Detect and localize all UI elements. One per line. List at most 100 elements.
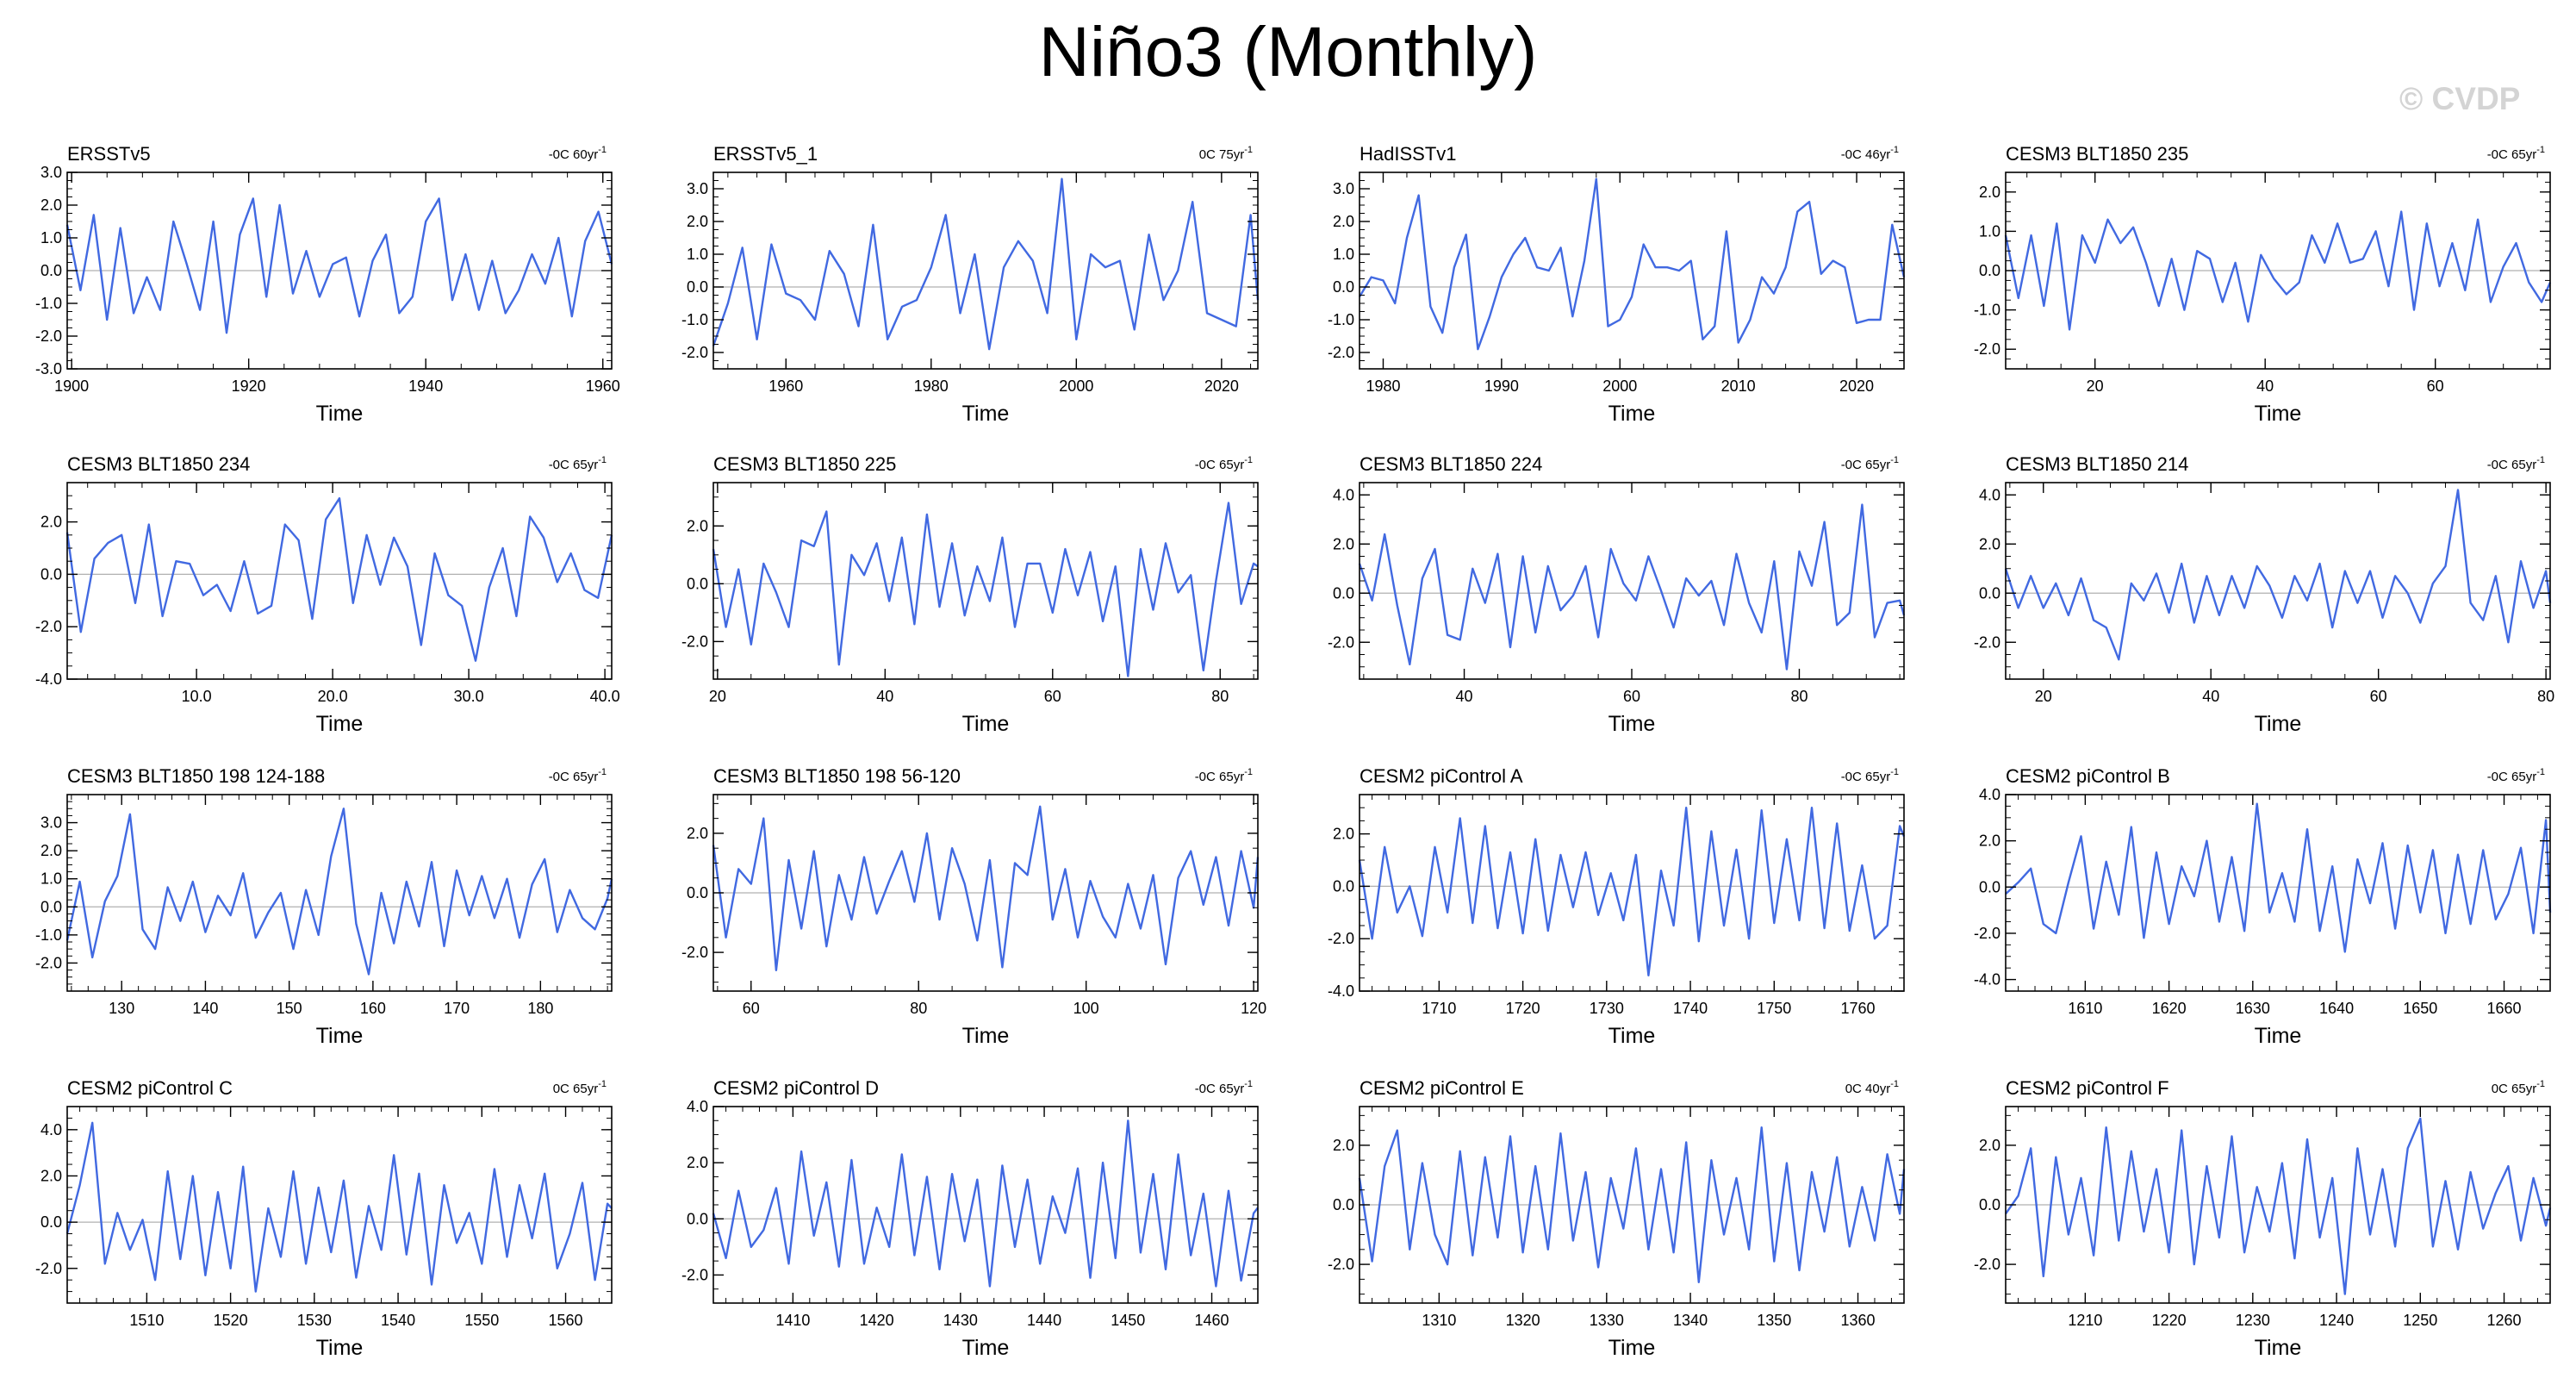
- y-tick-label: -4.0: [1974, 971, 2000, 989]
- trend-annotation: 0C 65yr-1: [553, 1079, 607, 1096]
- y-tick-label: 0.0: [40, 262, 62, 279]
- x-tick-label: 40: [2202, 688, 2219, 705]
- x-tick-label: 1940: [408, 377, 443, 395]
- y-tick-label: 0.0: [1333, 584, 1354, 602]
- panel-title: CESM3 BLT1850 224: [1360, 453, 1542, 475]
- y-tick-label: 4.0: [1979, 786, 2000, 803]
- trend-exponent: -1: [1244, 1079, 1253, 1089]
- y-tick-label: 3.0: [40, 814, 62, 832]
- y-tick-label: -2.0: [35, 954, 62, 971]
- y-tick-label: -1.0: [681, 311, 708, 328]
- chart-panel-1: ERSSTv5 -0C 60yr-1 1900 1920 1940 1960 -3.0 -2.…: [35, 143, 620, 426]
- x-tick-label: 1310: [1422, 1312, 1456, 1329]
- y-tick-label: 2.0: [1333, 535, 1354, 552]
- y-tick-label: -2.0: [1328, 633, 1354, 651]
- chart-panel-6: CESM3 BLT1850 225 -0C 65yr-1 20 40 60 80 -2.0 0…: [681, 453, 1259, 736]
- y-tick-label: -1.0: [35, 295, 62, 312]
- x-tick-label: 40: [2256, 377, 2274, 395]
- plot-frame: [66, 1106, 613, 1304]
- x-tick-label: 1980: [1366, 377, 1400, 395]
- y-tick-label: 0.0: [1979, 584, 2000, 602]
- x-tick-label: 1750: [1757, 1000, 1791, 1017]
- panel-title: CESM3 BLT1850 198 124-188: [67, 765, 325, 787]
- series-line: [712, 502, 1259, 677]
- y-tick-label: -2.0: [1328, 930, 1354, 947]
- plot-frame: [2005, 794, 2551, 992]
- y-tick-label: 2.0: [1979, 833, 2000, 850]
- x-tick-label: 1440: [1027, 1312, 1061, 1329]
- y-tick-label: 2.0: [687, 825, 708, 842]
- y-tick-label: -2.0: [1974, 633, 2000, 651]
- y-tick-label: -4.0: [1328, 982, 1354, 1000]
- y-tick-label: -2.0: [35, 327, 62, 345]
- y-tick-label: -3.0: [35, 360, 62, 377]
- x-tick-label: 2010: [1721, 377, 1756, 395]
- x-tick-label: 1410: [775, 1312, 810, 1329]
- x-tick-label: 60: [2370, 688, 2387, 705]
- chart-panel-10: CESM3 BLT1850 198 56-120 -0C 65yr-1 60 80 10…: [681, 765, 1266, 1048]
- y-tick-label: 2.0: [1333, 826, 1354, 843]
- trend-exponent: -1: [1890, 1079, 1899, 1089]
- y-tick-label: 2.0: [1979, 184, 2000, 201]
- y-tick-label: 0.0: [687, 278, 708, 296]
- x-axis-label: Time: [962, 1024, 1010, 1048]
- x-tick-label: 1980: [914, 377, 949, 395]
- chart-panel-13: CESM2 piControl C 0C 65yr-1 1510 1520 1530 15…: [35, 1077, 613, 1360]
- x-tick-label: 60: [1044, 688, 1061, 705]
- y-tick-label: 0.0: [1333, 278, 1354, 296]
- x-axis-label: Time: [316, 712, 364, 736]
- x-tick-label: 1710: [1422, 1000, 1456, 1017]
- x-tick-label: 1220: [2152, 1312, 2187, 1329]
- y-tick-label: 2.0: [687, 1154, 708, 1171]
- panel-title: ERSSTv5_1: [713, 143, 818, 165]
- x-tick-label: 130: [109, 1000, 134, 1017]
- x-tick-label: 1250: [2403, 1312, 2437, 1329]
- x-tick-label: 1210: [2068, 1312, 2102, 1329]
- y-tick-label: 0.0: [1979, 262, 2000, 279]
- panel-title: CESM3 BLT1850 225: [713, 453, 896, 475]
- x-tick-label: 1450: [1111, 1312, 1145, 1329]
- x-tick-label: 1920: [232, 377, 266, 395]
- x-tick-label: 60: [2427, 377, 2444, 395]
- panel-title: CESM2 piControl A: [1360, 765, 1523, 787]
- chart-panel-12: CESM2 piControl B -0C 65yr-1 1610 1620 1630 1…: [1974, 765, 2552, 1048]
- chart-panel-15: CESM2 piControl E 0C 40yr-1 1310 1320 1330 13…: [1328, 1077, 1906, 1360]
- plot-frame: [1359, 794, 1905, 992]
- x-tick-label: 1330: [1590, 1312, 1624, 1329]
- x-axis-label: Time: [2255, 1336, 2302, 1360]
- x-axis-label: Time: [2255, 402, 2302, 426]
- trend-annotation: -0C 46yr-1: [1841, 145, 1899, 162]
- x-axis-label: Time: [1608, 1336, 1656, 1360]
- trend-annotation: -0C 65yr-1: [2487, 145, 2545, 162]
- x-tick-label: 30.0: [454, 688, 484, 705]
- y-tick-label: 0.0: [687, 575, 708, 592]
- x-tick-label: 1760: [1840, 1000, 1875, 1017]
- x-tick-label: 1960: [768, 377, 803, 395]
- y-tick-label: 0.0: [40, 1213, 62, 1231]
- x-tick-label: 20: [2087, 377, 2104, 395]
- x-tick-label: 20: [709, 688, 726, 705]
- x-tick-label: 1740: [1673, 1000, 1708, 1017]
- y-tick-label: 1.0: [687, 246, 708, 263]
- x-tick-label: 160: [360, 1000, 386, 1017]
- trend-exponent: -1: [1244, 455, 1253, 465]
- x-tick-label: 1720: [1506, 1000, 1540, 1017]
- y-tick-label: -1.0: [35, 926, 62, 944]
- x-tick-label: 2000: [1602, 377, 1637, 395]
- trend-annotation: 0C 75yr-1: [1199, 145, 1253, 162]
- panel-title: CESM2 piControl C: [67, 1077, 233, 1099]
- x-axis-label: Time: [962, 712, 1010, 736]
- series-line: [2004, 210, 2552, 331]
- y-tick-label: -1.0: [1328, 311, 1354, 328]
- trend-annotation: -0C 65yr-1: [1841, 455, 1899, 472]
- trend-exponent: -1: [2536, 1079, 2545, 1089]
- x-tick-label: 1630: [2236, 1000, 2270, 1017]
- chart-panel-5: CESM3 BLT1850 234 -0C 65yr-1 10.0 20.0 30.0 4…: [35, 453, 620, 736]
- trend-annotation: -0C 60yr-1: [549, 145, 607, 162]
- panel-title: CESM3 BLT1850 198 56-120: [713, 765, 961, 787]
- plot-frame: [66, 482, 613, 680]
- trend-annotation: -0C 65yr-1: [2487, 767, 2545, 784]
- y-tick-label: 0.0: [1979, 878, 2000, 895]
- trend-exponent: -1: [598, 145, 607, 155]
